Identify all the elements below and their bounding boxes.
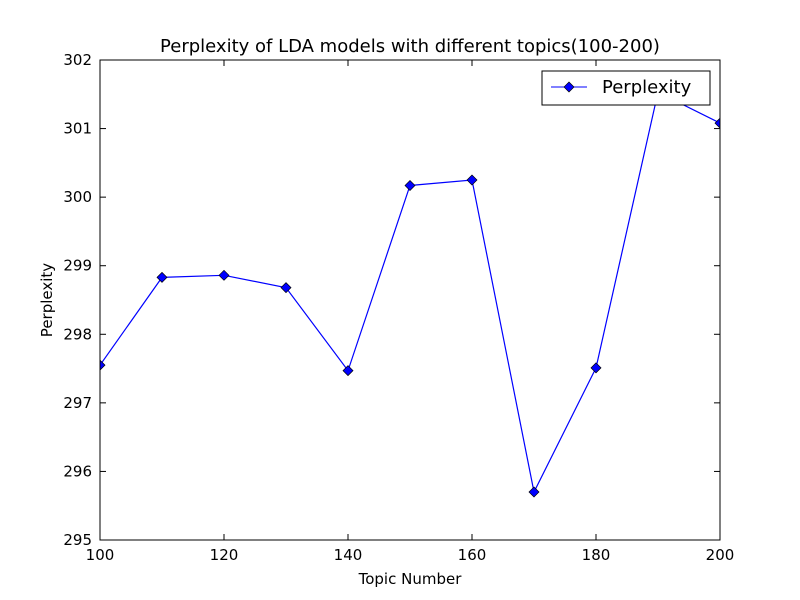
series-group <box>100 86 720 498</box>
data-point-marker <box>466 174 478 186</box>
data-point-marker <box>100 359 106 371</box>
x-tick-label: 160 <box>458 546 487 564</box>
x-tick-label: 100 <box>86 546 115 564</box>
data-point-marker <box>714 117 720 129</box>
y-tick-label: 296 <box>63 462 92 480</box>
x-tick-label: 120 <box>210 546 239 564</box>
legend-label: Perplexity <box>602 77 692 98</box>
data-point-marker <box>156 271 168 283</box>
series-line-perplexity <box>100 91 720 494</box>
data-point-marker <box>218 269 230 281</box>
y-tick-label: 298 <box>63 325 92 343</box>
data-point-marker <box>404 179 416 191</box>
y-axis-label: Perplexity <box>38 263 56 337</box>
y-tick-label: 295 <box>63 531 92 549</box>
plot-layer <box>100 86 720 498</box>
x-tick-label: 200 <box>706 546 735 564</box>
x-axis-label: Topic Number <box>358 570 463 588</box>
data-point-marker <box>528 486 540 498</box>
legend-marker-diamond <box>563 81 575 93</box>
y-tick-label: 301 <box>63 120 92 138</box>
y-tick-label: 299 <box>63 257 92 275</box>
y-tick-label: 297 <box>63 394 92 412</box>
legend: Perplexity <box>541 70 711 106</box>
plot-frame <box>99 59 721 541</box>
y-tick-label: 302 <box>63 51 92 69</box>
chart-title: Perplexity of LDA models with different … <box>160 36 660 57</box>
x-tick-label: 180 <box>582 546 611 564</box>
ticks-layer: 100 120 140 160 180 200 295 296 297 298 299 300 301 3… <box>63 51 734 564</box>
data-point-marker <box>280 282 292 294</box>
y-tick-label: 300 <box>63 188 92 206</box>
data-point-marker <box>590 362 602 374</box>
data-point-marker <box>342 365 354 377</box>
x-tick-label: 140 <box>334 546 363 564</box>
